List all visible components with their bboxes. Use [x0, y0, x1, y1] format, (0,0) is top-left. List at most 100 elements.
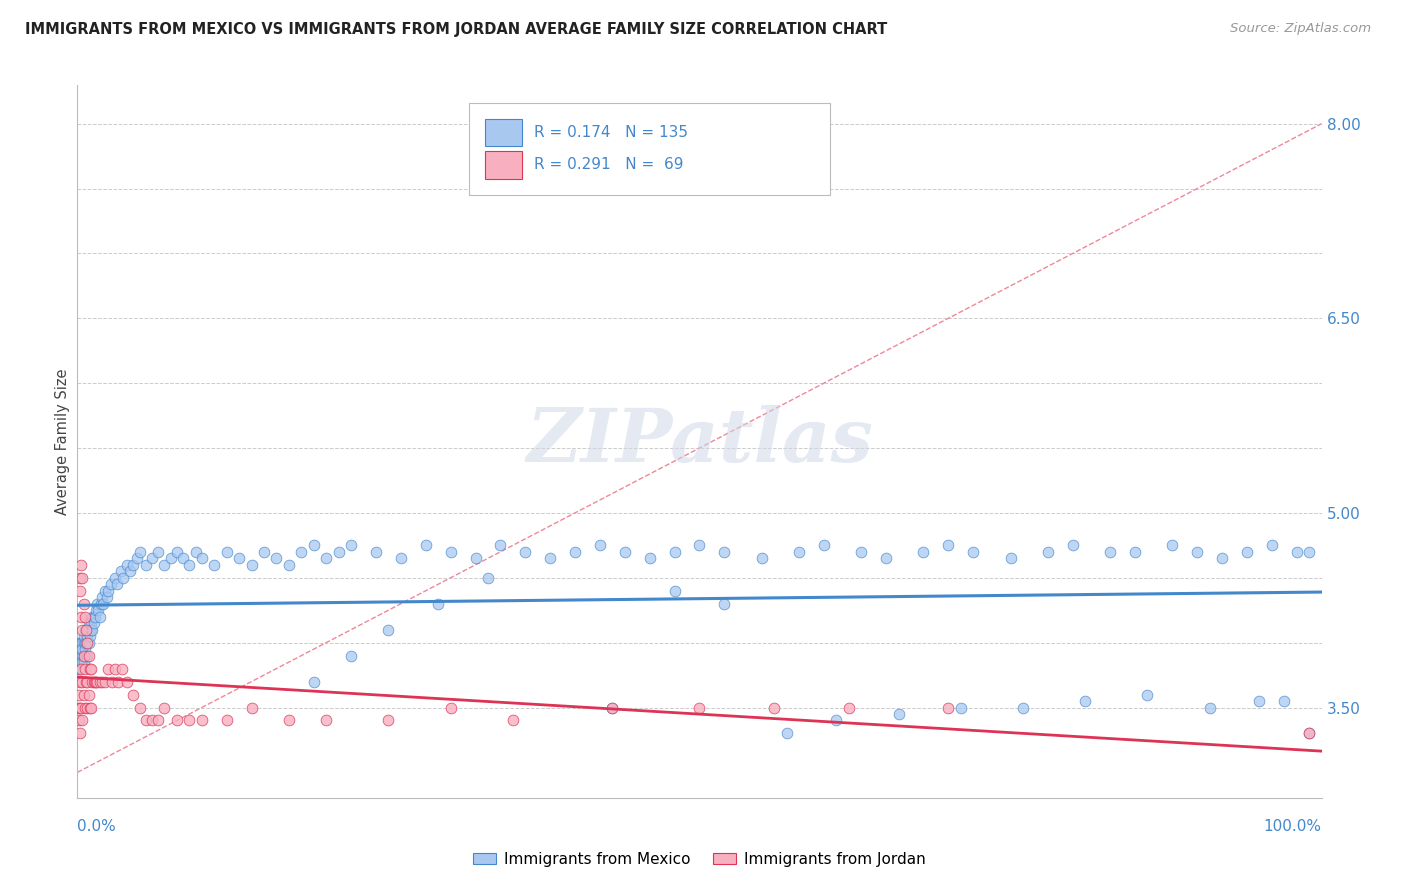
Point	[93, 583, 115, 598]
Point	[73, 609, 96, 624]
Point	[315, 551, 337, 566]
Point	[82, 609, 104, 624]
Point	[70, 648, 93, 663]
Text: R = 0.291   N =  69: R = 0.291 N = 69	[534, 157, 683, 172]
Point	[72, 655, 94, 669]
Point	[69, 726, 91, 740]
Point	[122, 558, 145, 572]
Point	[70, 609, 93, 624]
Point	[86, 597, 108, 611]
Point	[75, 674, 97, 689]
Point	[70, 662, 93, 676]
Point	[1012, 700, 1035, 714]
Point	[1261, 538, 1284, 552]
Point	[477, 571, 499, 585]
Point	[962, 545, 984, 559]
Point	[266, 551, 288, 566]
Point	[1074, 694, 1097, 708]
Point	[79, 629, 101, 643]
Point	[949, 700, 972, 714]
Point	[1298, 726, 1320, 740]
Point	[228, 551, 250, 566]
Point	[1000, 551, 1022, 566]
Point	[887, 706, 910, 721]
Point	[97, 662, 120, 676]
Point	[101, 674, 124, 689]
Point	[912, 545, 935, 559]
Point	[72, 648, 94, 663]
Point	[184, 545, 207, 559]
Point	[69, 648, 91, 663]
Point	[73, 635, 96, 649]
Point	[89, 609, 111, 624]
Point	[464, 551, 486, 566]
Point	[70, 635, 93, 649]
Point	[77, 688, 100, 702]
Point	[93, 674, 115, 689]
Point	[328, 545, 350, 559]
Point	[664, 545, 686, 559]
Point	[80, 662, 103, 676]
Point	[775, 726, 797, 740]
Point	[105, 577, 128, 591]
Point	[440, 545, 463, 559]
Point	[515, 545, 537, 559]
Text: Source: ZipAtlas.com: Source: ZipAtlas.com	[1230, 22, 1371, 36]
Point	[191, 551, 214, 566]
Point	[84, 674, 107, 689]
Point	[80, 700, 103, 714]
Point	[153, 700, 176, 714]
Point	[79, 662, 101, 676]
Text: R = 0.174   N = 135: R = 0.174 N = 135	[534, 125, 688, 140]
Point	[82, 623, 104, 637]
Point	[240, 558, 263, 572]
Point	[191, 714, 214, 728]
Point	[79, 623, 101, 637]
Point	[277, 714, 299, 728]
Point	[938, 538, 960, 552]
Point	[76, 629, 98, 643]
Point	[77, 648, 100, 663]
Point	[377, 623, 399, 637]
Text: 100.0%: 100.0%	[1264, 820, 1322, 834]
FancyBboxPatch shape	[485, 119, 522, 146]
Point	[364, 545, 387, 559]
Point	[166, 714, 188, 728]
Point	[91, 674, 114, 689]
Point	[90, 597, 112, 611]
Point	[148, 714, 170, 728]
Point	[1298, 545, 1320, 559]
Point	[389, 551, 412, 566]
Point	[638, 551, 661, 566]
FancyBboxPatch shape	[485, 151, 522, 178]
Point	[1285, 545, 1308, 559]
Point	[427, 597, 450, 611]
Point	[77, 635, 100, 649]
Text: ZIPatlas: ZIPatlas	[526, 405, 873, 478]
Point	[689, 538, 711, 552]
Point	[72, 642, 94, 657]
Point	[76, 674, 98, 689]
Point	[1198, 700, 1220, 714]
Point	[290, 545, 312, 559]
Point	[72, 688, 94, 702]
Point	[179, 714, 201, 728]
Point	[179, 558, 201, 572]
Point	[72, 674, 94, 689]
Point	[713, 597, 735, 611]
Point	[1236, 545, 1258, 559]
Point	[104, 571, 127, 585]
Point	[70, 642, 93, 657]
Point	[763, 700, 786, 714]
Point	[76, 648, 98, 663]
Point	[938, 700, 960, 714]
Point	[148, 545, 170, 559]
Point	[83, 674, 105, 689]
Point	[72, 714, 94, 728]
Point	[1062, 538, 1084, 552]
Point	[377, 714, 399, 728]
Point	[69, 674, 91, 689]
Point	[253, 545, 276, 559]
Point	[602, 700, 624, 714]
Point	[172, 551, 194, 566]
